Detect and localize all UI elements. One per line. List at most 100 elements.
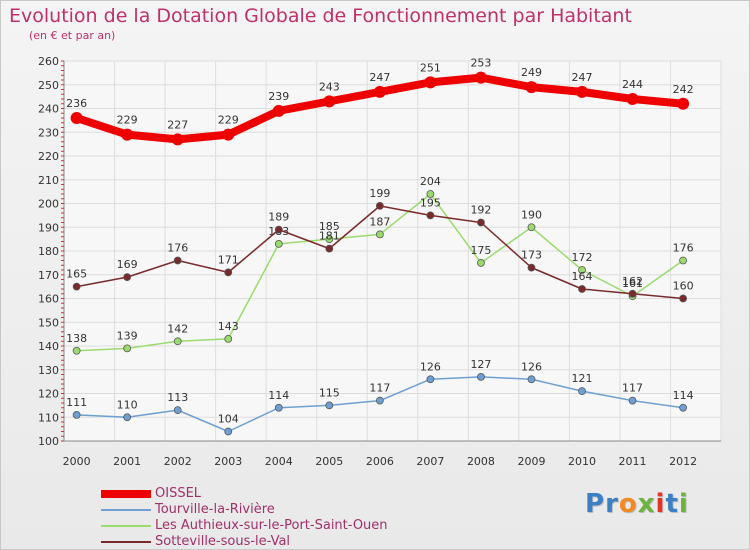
data-label: 172 <box>572 251 593 264</box>
data-point <box>123 413 132 422</box>
data-label: 173 <box>521 249 542 262</box>
data-point <box>679 256 687 265</box>
data-label: 114 <box>673 389 694 402</box>
data-point <box>173 406 182 415</box>
data-point <box>626 93 639 105</box>
x-tick-label: 2011 <box>619 455 647 468</box>
x-tick-label: 2008 <box>467 455 495 468</box>
chart-title: Evolution de la Dotation Globale de Fonc… <box>9 5 632 27</box>
legend-swatch <box>101 509 151 511</box>
data-point <box>323 95 336 108</box>
y-tick-label: 260 <box>38 55 59 68</box>
data-point <box>171 133 184 146</box>
y-tick-label: 230 <box>38 126 59 139</box>
data-label: 104 <box>218 413 239 426</box>
data-label: 143 <box>218 320 239 333</box>
legend-swatch <box>101 541 151 543</box>
data-label: 176 <box>673 242 694 255</box>
data-point <box>173 256 182 265</box>
data-point <box>274 239 283 248</box>
data-point <box>477 372 485 381</box>
x-tick-label: 2006 <box>366 455 394 468</box>
data-label: 127 <box>470 358 491 371</box>
legend-item: Sotteville-sous-le-Val <box>101 534 388 550</box>
data-point <box>72 282 81 291</box>
data-label: 162 <box>622 275 643 288</box>
data-point <box>527 375 536 384</box>
data-point <box>578 266 586 274</box>
data-point <box>527 263 536 272</box>
data-label: 171 <box>218 253 239 266</box>
y-tick-label: 160 <box>38 293 59 306</box>
brand-logo: Proxiti <box>585 489 689 519</box>
x-tick-label: 2003 <box>214 455 242 468</box>
data-label: 110 <box>117 398 138 411</box>
x-tick-label: 2007 <box>416 455 444 468</box>
x-tick-label: 2010 <box>568 455 596 468</box>
data-label: 142 <box>167 322 188 335</box>
chart-subtitle: (en € et par an) <box>29 29 116 42</box>
data-point <box>70 112 83 124</box>
data-point <box>123 273 132 282</box>
y-tick-label: 150 <box>38 316 59 329</box>
data-point <box>375 230 384 239</box>
data-point <box>375 201 384 210</box>
data-label: 204 <box>420 175 441 188</box>
y-tick-label: 100 <box>38 435 59 448</box>
legend-item: OISSEL <box>101 486 388 502</box>
data-label: 114 <box>268 389 289 402</box>
data-label: 243 <box>319 80 340 93</box>
data-point <box>628 396 637 405</box>
data-point <box>121 128 134 141</box>
brand-letter: t <box>665 489 679 519</box>
y-tick-label: 200 <box>38 198 59 211</box>
data-point <box>474 71 487 84</box>
legend-item: Tourville-la-Rivière <box>101 502 388 518</box>
data-label: 195 <box>420 196 441 209</box>
data-label: 117 <box>622 382 643 395</box>
brand-letter: i <box>655 489 666 519</box>
data-label: 187 <box>369 215 390 228</box>
data-point <box>325 235 334 244</box>
data-point <box>527 223 536 232</box>
data-label: 138 <box>66 332 87 345</box>
brand-letter: P <box>585 489 606 519</box>
data-label: 247 <box>369 71 390 84</box>
data-label: 242 <box>673 83 694 96</box>
data-point <box>578 285 586 293</box>
data-label: 176 <box>167 242 188 255</box>
y-tick-label: 220 <box>38 150 59 163</box>
data-point <box>424 76 437 89</box>
legend-swatch <box>101 490 151 498</box>
data-label: 190 <box>521 208 542 221</box>
x-tick-label: 2005 <box>315 455 343 468</box>
y-tick-label: 240 <box>38 103 59 116</box>
y-tick-label: 250 <box>38 79 59 92</box>
legend-label: Les Authieux-sur-le-Port-Saint-Ouen <box>155 518 388 533</box>
data-point <box>72 410 81 419</box>
y-tick-label: 190 <box>38 221 59 234</box>
brand-letter: o <box>618 489 638 519</box>
x-tick-label: 2002 <box>164 455 192 468</box>
data-label: 126 <box>420 360 441 373</box>
data-label: 121 <box>572 372 593 385</box>
legend-label: OISSEL <box>155 486 202 501</box>
data-label: 244 <box>622 78 643 91</box>
data-label: 181 <box>319 230 340 243</box>
data-point <box>274 225 283 234</box>
data-point <box>628 289 637 298</box>
data-label: 117 <box>369 382 390 395</box>
data-label: 169 <box>117 258 138 271</box>
brand-letter: r <box>605 489 619 519</box>
x-tick-label: 2004 <box>265 455 293 468</box>
y-tick-label: 140 <box>38 340 59 353</box>
data-label: 111 <box>66 396 87 409</box>
data-point <box>679 294 687 303</box>
data-point <box>375 396 384 405</box>
data-point <box>224 334 233 343</box>
legend-label: Sotteville-sous-le-Val <box>155 534 291 549</box>
y-tick-label: 170 <box>38 269 59 282</box>
legend-swatch <box>101 525 151 527</box>
chart-legend: OISSEL Tourville-la-Rivière Les Authieux-s… <box>101 486 388 550</box>
